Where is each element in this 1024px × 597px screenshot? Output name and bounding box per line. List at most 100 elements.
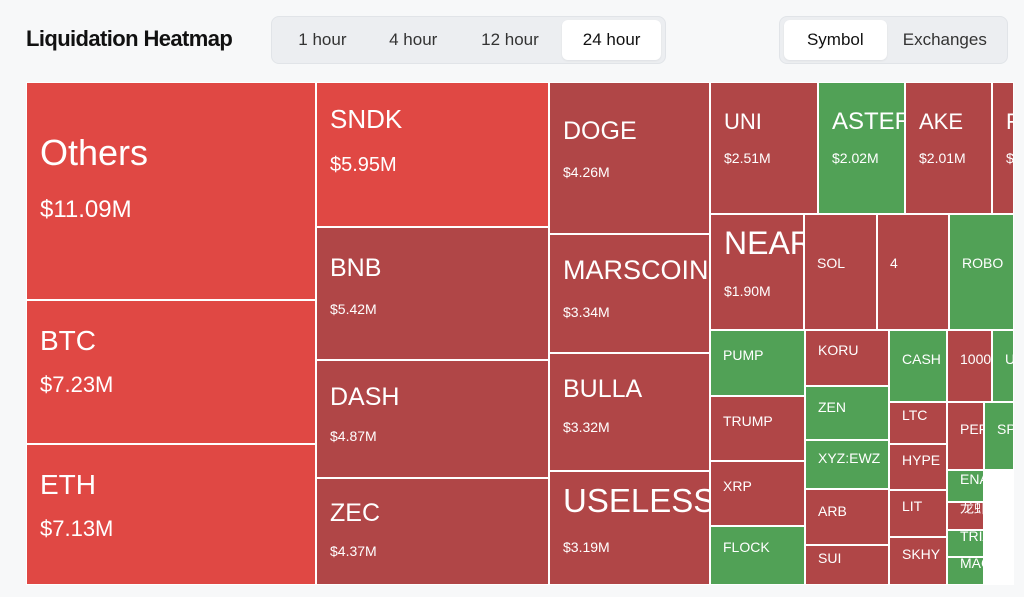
treemap-tile-ake[interactable]: AKE $2.01M bbox=[905, 82, 992, 214]
tile-value: $4.26M bbox=[563, 164, 610, 180]
timeframe-12-hour[interactable]: 12 hour bbox=[481, 30, 539, 49]
treemap-tile-sol[interactable]: SOL bbox=[804, 214, 877, 330]
treemap-tile-others[interactable]: Others $11.09M bbox=[26, 82, 316, 300]
treemap-tile-flock[interactable]: FLOCK bbox=[710, 526, 805, 585]
tile-value: $3.19M bbox=[563, 539, 610, 555]
treemap-tile-near[interactable]: NEAR $1.90M bbox=[710, 214, 804, 330]
mode-exchanges[interactable]: Exchanges bbox=[902, 30, 987, 49]
grouping-selector: Symbol Exchanges bbox=[779, 16, 1008, 64]
tile-symbol: ROBO bbox=[962, 255, 1004, 271]
tile-value: $11.09M bbox=[40, 196, 132, 223]
tile-value: $7.13M bbox=[40, 516, 114, 541]
tile-symbol: SKHY bbox=[902, 546, 941, 562]
treemap-tile-dash[interactable]: DASH $4.87M bbox=[316, 360, 549, 478]
mode-symbol[interactable]: Symbol bbox=[784, 20, 887, 60]
treemap-tile-sp[interactable]: SP bbox=[984, 402, 1014, 470]
tile-symbol: PUMP bbox=[723, 347, 764, 363]
tile-symbol: DOGE bbox=[563, 116, 637, 145]
treemap-tile-pef[interactable]: PEF bbox=[947, 402, 984, 470]
treemap-tile-f[interactable]: F$ bbox=[992, 82, 1014, 214]
treemap-tile-uni[interactable]: UNI $2.51M bbox=[710, 82, 818, 214]
treemap-tile-bulla[interactable]: BULLA $3.32M bbox=[549, 353, 710, 471]
tile-symbol: 1000F bbox=[960, 351, 992, 367]
treemap-tile-useless[interactable]: USELESS $3.19M bbox=[549, 471, 710, 585]
tile-symbol: NEAR bbox=[724, 225, 803, 261]
tile-symbol: XRP bbox=[723, 478, 752, 494]
tile-value: $2.51M bbox=[724, 150, 771, 166]
treemap-tile-cash[interactable]: CASH bbox=[889, 330, 947, 402]
tile-symbol: AKE bbox=[919, 109, 964, 134]
tile-value: $4.87M bbox=[330, 428, 377, 444]
treemap-tile-4[interactable]: 4 bbox=[877, 214, 949, 330]
treemap-tile-eth[interactable]: ETH $7.13M bbox=[26, 444, 316, 585]
tile-symbol: LTC bbox=[902, 407, 928, 423]
treemap-tile-lit[interactable]: LIT bbox=[889, 490, 947, 537]
treemap-tile-magm[interactable]: MAGM bbox=[947, 557, 984, 585]
treemap-tile-zec[interactable]: ZEC $4.37M bbox=[316, 478, 549, 585]
tile-symbol: USELESS bbox=[563, 481, 710, 519]
tile-symbol: BTC bbox=[40, 325, 96, 356]
tile-symbol: 4 bbox=[890, 255, 898, 271]
tile-value: $ bbox=[1006, 150, 1014, 166]
tile-symbol: F bbox=[1006, 111, 1013, 133]
tile-symbol: ETH bbox=[40, 469, 96, 500]
tile-symbol: FLOCK bbox=[723, 539, 770, 555]
tile-symbol: TRIA bbox=[960, 530, 983, 544]
treemap-tile-hype[interactable]: HYPE bbox=[889, 444, 947, 490]
tile-symbol: SUI bbox=[818, 550, 842, 566]
treemap-tile-zen[interactable]: ZEN bbox=[805, 386, 889, 440]
tile-symbol: TRUMP bbox=[723, 413, 773, 429]
tile-symbol: LIT bbox=[902, 498, 923, 514]
timeframe-selector: 1 hour 4 hour 12 hour 24 hour bbox=[271, 16, 666, 64]
treemap-tile-sndk[interactable]: SNDK $5.95M bbox=[316, 82, 549, 227]
treemap-tile-trump[interactable]: TRUMP bbox=[710, 396, 805, 461]
tile-symbol: SP bbox=[997, 421, 1014, 437]
treemap-tile--[interactable]: 龙虾 bbox=[947, 502, 984, 530]
tile-symbol: ASTER bbox=[832, 108, 905, 135]
treemap-tile-marscoin[interactable]: MARSCOIN $3.34M bbox=[549, 234, 710, 353]
tile-symbol: ZEC bbox=[330, 498, 380, 527]
tile-value: $3.34M bbox=[563, 304, 610, 320]
tile-symbol: DASH bbox=[330, 382, 400, 411]
tile-symbol: SOL bbox=[817, 255, 846, 271]
tile-symbol: PEF bbox=[960, 421, 983, 437]
tile-symbol: SNDK bbox=[330, 104, 403, 134]
treemap-tile-tria[interactable]: TRIA bbox=[947, 530, 984, 557]
tile-symbol: 龙虾 bbox=[960, 502, 983, 516]
timeframe-1-hour[interactable]: 1 hour bbox=[298, 30, 347, 49]
tile-symbol: BULLA bbox=[563, 374, 643, 403]
tile-symbol: MAGM bbox=[960, 557, 983, 571]
treemap-tile-xrp[interactable]: XRP bbox=[710, 461, 805, 526]
tile-symbol: KORU bbox=[818, 342, 859, 358]
tile-value: $2.01M bbox=[919, 150, 966, 166]
treemap-tile-robo[interactable]: ROBO bbox=[949, 214, 1014, 330]
tile-value: $5.95M bbox=[330, 154, 397, 176]
treemap-tile-sui[interactable]: SUI bbox=[805, 545, 889, 585]
treemap-tile-koru[interactable]: KORU bbox=[805, 330, 889, 386]
tile-symbol: ZEN bbox=[818, 399, 846, 415]
tile-value: $7.23M bbox=[40, 372, 114, 397]
treemap-tile-ltc[interactable]: LTC bbox=[889, 402, 947, 444]
tile-value: $1.90M bbox=[724, 283, 771, 299]
liquidation-treemap: Others $11.09M BTC $7.23M ETH $7.13M SNDK $5.95… bbox=[26, 82, 1014, 585]
treemap-tile-btc[interactable]: BTC $7.23M bbox=[26, 300, 316, 444]
timeframe-4-hour[interactable]: 4 hour bbox=[389, 30, 438, 49]
treemap-tile-pump[interactable]: PUMP bbox=[710, 330, 805, 396]
tile-symbol: UNI bbox=[724, 109, 762, 134]
treemap-tile-bnb[interactable]: BNB $5.42M bbox=[316, 227, 549, 360]
treemap-tile-doge[interactable]: DOGE $4.26M bbox=[549, 82, 710, 234]
page-title: Liquidation Heatmap bbox=[26, 26, 233, 51]
treemap-tile-1000f[interactable]: 1000F bbox=[947, 330, 992, 402]
timeframe-24-hour[interactable]: 24 hour bbox=[562, 20, 661, 60]
tile-value: $3.32M bbox=[563, 419, 610, 435]
treemap-tile-arb[interactable]: ARB bbox=[805, 489, 889, 545]
treemap-tile-aster[interactable]: ASTER $2.02M bbox=[818, 82, 905, 214]
tile-value: $5.42M bbox=[330, 301, 377, 317]
treemap-tile-xyz-ewz[interactable]: XYZ:EWZ bbox=[805, 440, 889, 489]
tile-symbol: XYZ:EWZ bbox=[818, 450, 881, 466]
tile-symbol: BNB bbox=[330, 253, 382, 282]
treemap-tile-ena[interactable]: ENA bbox=[947, 470, 984, 502]
tile-symbol: HYPE bbox=[902, 452, 941, 468]
treemap-tile-u[interactable]: U bbox=[992, 330, 1014, 402]
treemap-tile-skhy[interactable]: SKHY bbox=[889, 537, 947, 585]
